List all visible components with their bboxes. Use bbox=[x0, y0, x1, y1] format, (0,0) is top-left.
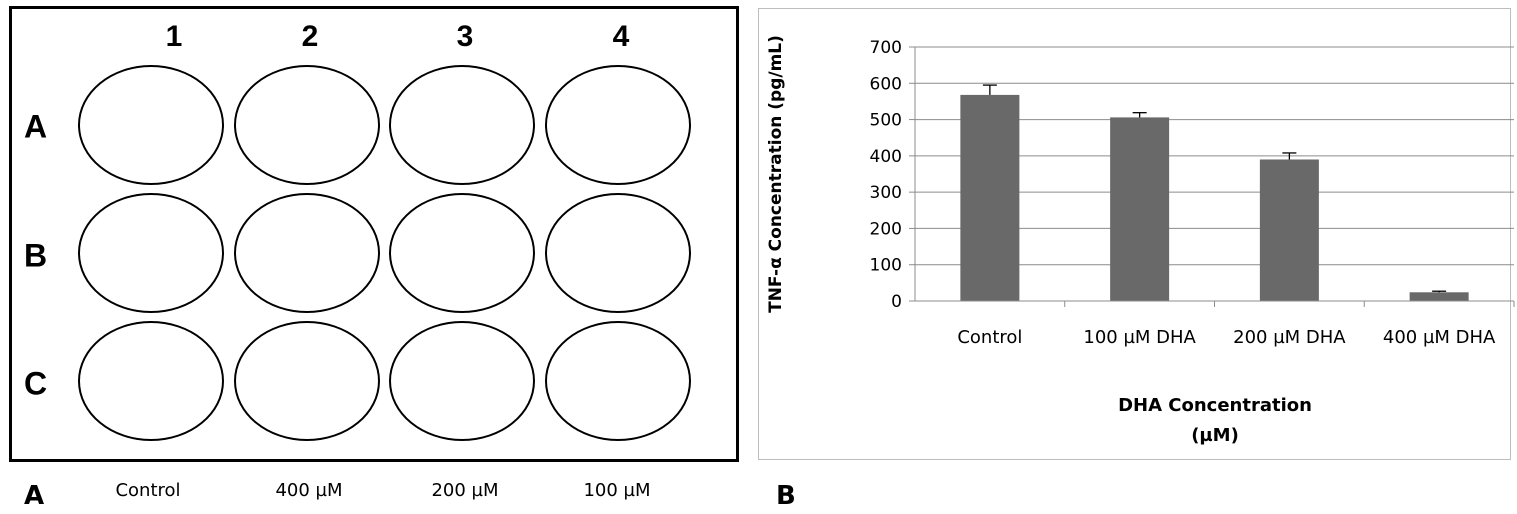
y-tick-label-600: 600 bbox=[870, 74, 902, 94]
well-a4 bbox=[545, 65, 691, 185]
well-b4 bbox=[545, 193, 691, 313]
x-tick-label-2: 100 µM DHA bbox=[1083, 327, 1196, 348]
y-tick-label-200: 200 bbox=[870, 219, 902, 239]
y-tick-label-0: 0 bbox=[891, 292, 902, 312]
x-axis-label-line-1: DHA Concentration bbox=[1118, 395, 1312, 416]
well-a2 bbox=[234, 65, 380, 185]
y-tick-label-700: 700 bbox=[870, 38, 902, 58]
condition-label-3: 200 µM bbox=[431, 480, 499, 501]
y-axis-label: TNF-α Concentration (pg/mL) bbox=[766, 35, 786, 313]
row-label-a: A bbox=[24, 108, 48, 145]
well-b3 bbox=[389, 193, 535, 313]
panel-label-a: A bbox=[24, 481, 45, 511]
well-a3 bbox=[389, 65, 535, 185]
axes: 0 100 200 300 400 500 600 700 Control 100 µM DHA 2… bbox=[870, 38, 1515, 348]
y-tick-label-300: 300 bbox=[870, 183, 902, 203]
well-c3 bbox=[389, 321, 535, 441]
chart-frame bbox=[758, 8, 1511, 460]
column-label-4: 4 bbox=[612, 20, 630, 53]
well-c4 bbox=[545, 321, 691, 441]
column-label-1: 1 bbox=[165, 20, 183, 53]
well-c1 bbox=[78, 321, 224, 441]
bar-4 bbox=[1409, 292, 1469, 301]
bar-1 bbox=[960, 94, 1020, 301]
well-a1 bbox=[78, 65, 224, 185]
condition-label-4: 100 µM bbox=[583, 480, 651, 501]
x-axis-label-line-2: (µM) bbox=[1191, 425, 1239, 446]
bar-2 bbox=[1110, 117, 1170, 301]
y-tick-label-100: 100 bbox=[870, 256, 902, 276]
y-tick-label-500: 500 bbox=[870, 111, 902, 131]
bar-3 bbox=[1259, 159, 1319, 301]
row-label-c: C bbox=[24, 365, 48, 402]
x-tick-label-3: 200 µM DHA bbox=[1233, 327, 1346, 348]
panel-label-b: B bbox=[776, 481, 796, 511]
condition-label-2: 400 µM bbox=[275, 480, 343, 501]
well-plate bbox=[9, 6, 739, 462]
condition-label-1: Control bbox=[115, 480, 181, 501]
bars bbox=[960, 84, 1469, 301]
well-b1 bbox=[78, 193, 224, 313]
gridlines bbox=[915, 46, 1514, 266]
row-label-b: B bbox=[24, 237, 48, 274]
column-label-2: 2 bbox=[301, 20, 319, 53]
well-b2 bbox=[234, 193, 380, 313]
x-tick-label-4: 400 µM DHA bbox=[1383, 327, 1496, 348]
x-tick-label-1: Control bbox=[957, 327, 1022, 348]
column-label-3: 3 bbox=[456, 20, 474, 53]
y-tick-label-400: 400 bbox=[870, 147, 902, 167]
well-c2 bbox=[234, 321, 380, 441]
